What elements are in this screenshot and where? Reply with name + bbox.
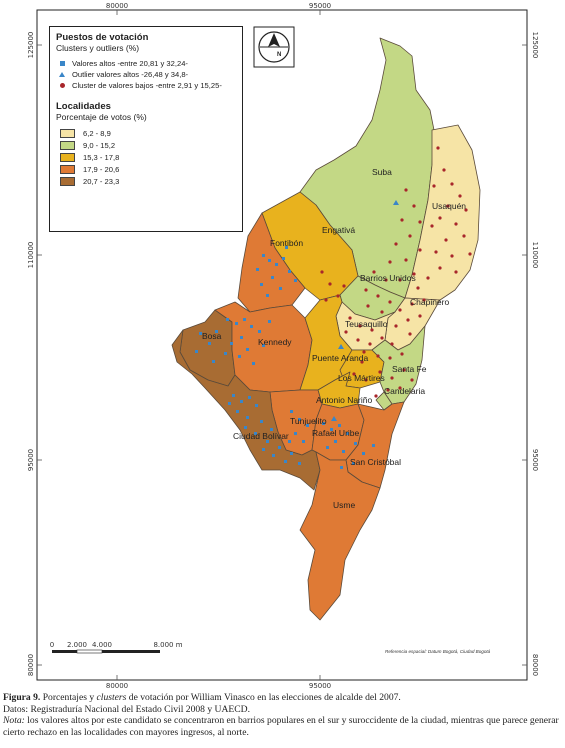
legend-class-1: 6,2 - 8,9 xyxy=(60,127,236,139)
legend-swatch-4 xyxy=(60,164,75,174)
locality-area-santa-fe xyxy=(371,325,426,405)
low-values-cluster-points xyxy=(320,146,472,398)
scale-label-2000: 2.000 xyxy=(67,641,87,649)
grid-label-right-2: 110000 xyxy=(531,242,539,269)
areas-title: Localidades xyxy=(56,101,111,112)
locality-label-suba: Suba xyxy=(372,167,392,177)
legend-class-2-label: 9,0 - 15,2 xyxy=(83,140,116,150)
grid-label-bottom-2: 95000 xyxy=(309,682,331,690)
map-figure: 80000 95000 80000 95000 125000 110000 95… xyxy=(27,2,539,690)
legend-swatch-3 xyxy=(60,152,75,162)
locality-label-ciudad-bolivar: Ciudad Bolívar xyxy=(233,431,289,441)
grid-label-top-1: 80000 xyxy=(106,2,128,10)
outlier-points xyxy=(331,200,399,421)
locality-label-usaquen: Usaquén xyxy=(432,201,466,211)
grid-label-left-3: 95000 xyxy=(27,449,35,471)
locality-label-san-cristobal: San Cristóbal xyxy=(350,457,401,467)
high-values-points xyxy=(195,246,375,469)
legend-class-5: 20,7 - 23,3 xyxy=(60,175,236,187)
locality-label-usme: Usme xyxy=(333,500,355,510)
locality-label-teusaquillo: Teusaquillo xyxy=(345,319,388,329)
grid-label-left-1: 125000 xyxy=(27,32,35,59)
scale-label-0: 0 xyxy=(50,641,54,649)
points-subtitle: Clusters y outliers (%) xyxy=(56,43,140,53)
caption-note-text: los valores altos por este candidato se … xyxy=(3,715,559,738)
caption-note-label: Nota: xyxy=(3,715,25,726)
grid-label-top-2: 95000 xyxy=(309,2,331,10)
legend-class-4: 17,9 - 20,6 xyxy=(60,163,236,175)
locality-label-tunjuelito: Tunjuelito xyxy=(290,416,327,426)
figure-label: Figura 9. xyxy=(3,692,41,703)
locality-label-antonio-narino: Antonio Nariño xyxy=(316,395,373,405)
grid-label-right-4: 80000 xyxy=(531,654,539,676)
scale-label-4000: 4.000 xyxy=(92,641,112,649)
grid-label-right-1: 125000 xyxy=(531,32,539,59)
legend-class-2: 9,0 - 15,2 xyxy=(60,139,236,151)
caption-title-italic: clusters xyxy=(96,692,127,703)
figure-caption: Figura 9. Porcentajes y clusters de vota… xyxy=(3,692,563,738)
locality-label-chapinero: Chapinero xyxy=(410,297,449,307)
legend-class-3-label: 15,3 - 17,8 xyxy=(83,152,120,162)
locality-label-engativa: Engativá xyxy=(322,225,355,235)
north-arrow: N xyxy=(253,26,295,68)
legend-point-high-label: Valores altos -entre 20,81 y 32,24- xyxy=(72,59,188,68)
legend-point-low: Cluster de valores bajos -entre 2,91 y 1… xyxy=(56,80,236,91)
legend-class-1-label: 6,2 - 8,9 xyxy=(83,128,111,138)
legend-swatch-2 xyxy=(60,140,75,150)
locality-area-usme xyxy=(299,451,381,621)
scale-label-8000: 8.000 m xyxy=(153,641,182,649)
locality-label-puente-aranda: Puente Aranda xyxy=(312,353,369,363)
reference-note: Referencia espacial: Datum Bogotá, Ciuda… xyxy=(385,649,491,654)
locality-area-usaquen xyxy=(404,124,481,301)
locality-label-fontibon: Fontibón xyxy=(270,238,303,248)
legend-swatch-5 xyxy=(60,176,75,186)
legend-point-outlier-label: Outlier valores altos -26,48 y 34,8- xyxy=(72,70,189,79)
legend-point-low-label: Cluster de valores bajos -entre 2,91 y 1… xyxy=(72,81,222,90)
scale-bar: 0 2.000 4.000 8.000 m xyxy=(50,641,183,654)
circle-marker-icon xyxy=(56,83,68,88)
locality-label-kennedy: Kennedy xyxy=(258,337,292,347)
grid-label-left-2: 110000 xyxy=(27,242,35,269)
areas-subtitle: Porcentaje de votos (%) xyxy=(56,112,147,122)
legend-point-high: Valores altos -entre 20,81 y 32,24- xyxy=(56,58,236,69)
legend-swatch-1 xyxy=(60,128,75,138)
caption-title-a: Porcentajes y xyxy=(42,692,97,703)
grid-label-right-3: 95000 xyxy=(531,449,539,471)
locality-label-rafael-uribe: Rafael Uribe xyxy=(312,428,360,438)
map-legend: Puestos de votación Clusters y outliers … xyxy=(49,26,243,232)
locality-label-barrios-unidos: Barrios Unidos xyxy=(360,273,416,283)
legend-class-3: 15,3 - 17,8 xyxy=(60,151,236,163)
caption-title-b: de votación por William Vinasco en las e… xyxy=(126,692,401,703)
locality-label-bosa: Bosa xyxy=(202,331,222,341)
locality-label-los-martires: Los Mártires xyxy=(338,373,385,383)
locality-label-santa-fe: Santa Fe xyxy=(392,364,427,374)
grid-label-left-4: 80000 xyxy=(27,654,35,676)
north-arrow-label: N xyxy=(277,52,281,58)
square-marker-icon xyxy=(56,61,68,66)
legend-class-5-label: 20,7 - 23,3 xyxy=(83,176,120,186)
triangle-marker-icon xyxy=(56,72,68,77)
legend-class-4-label: 17,9 - 20,6 xyxy=(83,164,120,174)
grid-label-bottom-1: 80000 xyxy=(106,682,128,690)
legend-point-outlier: Outlier valores altos -26,48 y 34,8- xyxy=(56,69,236,80)
locality-label-candelaria: Candelaria xyxy=(384,386,425,396)
caption-sources: Datos: Registraduría Nacional del Estado… xyxy=(3,703,250,715)
points-title: Puestos de votación xyxy=(56,32,149,43)
